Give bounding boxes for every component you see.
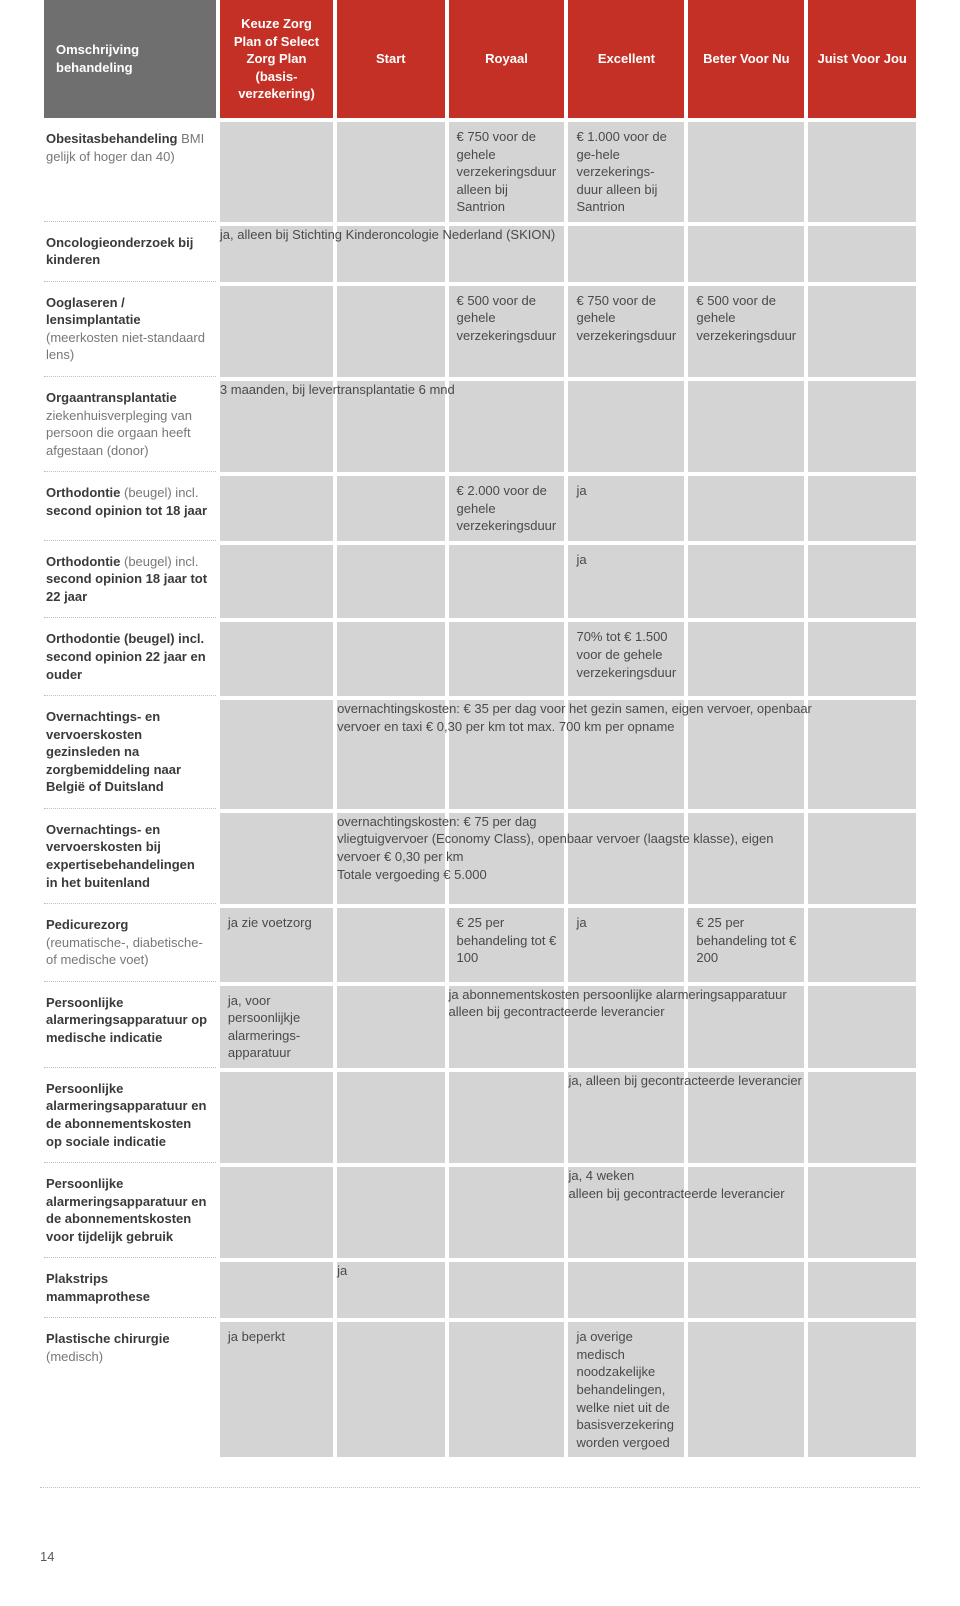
desc-rest: ziekenhuisverpleging van persoon die org… [46,408,192,458]
row-overnachting-gezin: Overnachtings- en vervoerskosten gezinsl… [44,700,916,809]
span-text: overnachtingskosten: € 75 per dag vliegt… [337,813,817,883]
row-orgaantransplantatie: Orgaantransplantatie ziekenhuisverplegin… [44,381,916,472]
cell-excellent: ja overige medisch noodzakelijke behande… [568,1322,684,1457]
cell-royaal: € 2.000 voor de gehele verzekeringsduur [449,476,565,541]
row-obesitas: Obesitasbehandeling BMI gelijk of hoger … [44,122,916,222]
cell-span: ja, alleen bij Stichting Kinderoncologie… [220,226,333,282]
desc-bold: Oncologieonderzoek bij kinderen [46,235,193,268]
row-orthodontie-18-22: Orthodontie (beugel) incl. second opinio… [44,545,916,619]
row-plakstrips: Plakstrips mammaprothese ja [44,1262,916,1318]
header-plan-start: Start [337,0,444,118]
row-orthodontie-22plus: Orthodontie (beugel) incl. second opinio… [44,622,916,696]
row-overnachting-buitenland: Overnachtings- en vervoerskosten bij exp… [44,813,916,904]
cell-excellent: 70% tot € 1.500 voor de gehele verzekeri… [568,622,684,696]
cell-keuze: ja zie voetzorg [220,908,333,982]
cell [220,122,333,222]
cell-royaal: € 500 voor de gehele verzekeringsduur [449,286,565,377]
span-text: ja abonnementskosten persoonlijke alarme… [449,986,809,1021]
page-number: 14 [40,1548,920,1566]
row-alarm-medisch: Persoonlijke alarmeringsapparatuur op me… [44,986,916,1068]
desc-rest: (meerkosten niet-standaard lens) [46,330,205,363]
cell-excellent: € 750 voor de gehele verzekeringsduur [568,286,684,377]
span-text: overnachtingskosten: € 35 per dag voor h… [337,700,817,735]
cell-excellent: ja [568,908,684,982]
desc-bold: Orgaantransplantatie [46,390,177,405]
cell-excellent: ja [568,545,684,619]
header-plan-excellent: Excellent [568,0,684,118]
header-plan-royaal: Royaal [449,0,565,118]
cell-royaal: € 25 per behandeling tot € 100 [449,908,565,982]
table-header-row: Omschrijving behandeling Keuze Zorg Plan… [44,0,916,118]
cell-beter: € 25 per behandeling tot € 200 [688,908,804,982]
row-alarm-tijdelijk: Persoonlijke alarmeringsapparatuur en de… [44,1167,916,1258]
row-alarm-sociaal: Persoonlijke alarmeringsapparatuur en de… [44,1072,916,1163]
header-plan-keuze: Keuze Zorg Plan of Select Zorg Plan (bas… [220,0,333,118]
desc-bold: Ooglaseren / lensimplantatie [46,295,141,328]
cell-excellent: ja [568,476,684,541]
cell [337,122,444,222]
row-orthodontie-18: Orthodontie (beugel) incl. second opinio… [44,476,916,541]
footer-divider [40,1487,920,1488]
span-text: ja [337,1262,817,1280]
row-oncologie: Oncologieonderzoek bij kinderen ja, alle… [44,226,916,282]
cell [688,122,804,222]
row-ooglaseren: Ooglaseren / lensimplantatie (meerkosten… [44,286,916,377]
cell [808,122,916,222]
cell-keuze: ja, voor persoonlijkje alarmerings-appar… [220,986,333,1068]
span-text: ja, 4 weken alleen bij gecontracteerde l… [568,1167,808,1202]
cell-beter: € 500 voor de gehele verzekeringsduur [688,286,804,377]
span-text: ja, alleen bij Stichting Kinderoncologie… [220,226,820,244]
row-plastische: Plastische chirurgie (medisch) ja beperk… [44,1322,916,1457]
cell-keuze: ja beperkt [220,1322,333,1457]
span-text: ja, alleen bij gecontracteerde leveranci… [568,1072,808,1090]
header-plan-juist: Juist Voor Jou [808,0,916,118]
cell-royaal: € 750 voor de gehele verzekeringsduur al… [449,122,565,222]
span-text: 3 maanden, bij levertransplantatie 6 mnd [220,381,820,399]
header-description: Omschrijving behandeling [44,0,216,118]
coverage-table: Omschrijving behandeling Keuze Zorg Plan… [40,0,920,1457]
desc-bold: Obesitasbehandeling [46,131,177,146]
cell-excellent: € 1.000 voor de ge-hele verzekerings-duu… [568,122,684,222]
header-plan-beter: Beter Voor Nu [688,0,804,118]
row-pedicure: Pedicurezorg (reumatische-, diabetische-… [44,908,916,982]
